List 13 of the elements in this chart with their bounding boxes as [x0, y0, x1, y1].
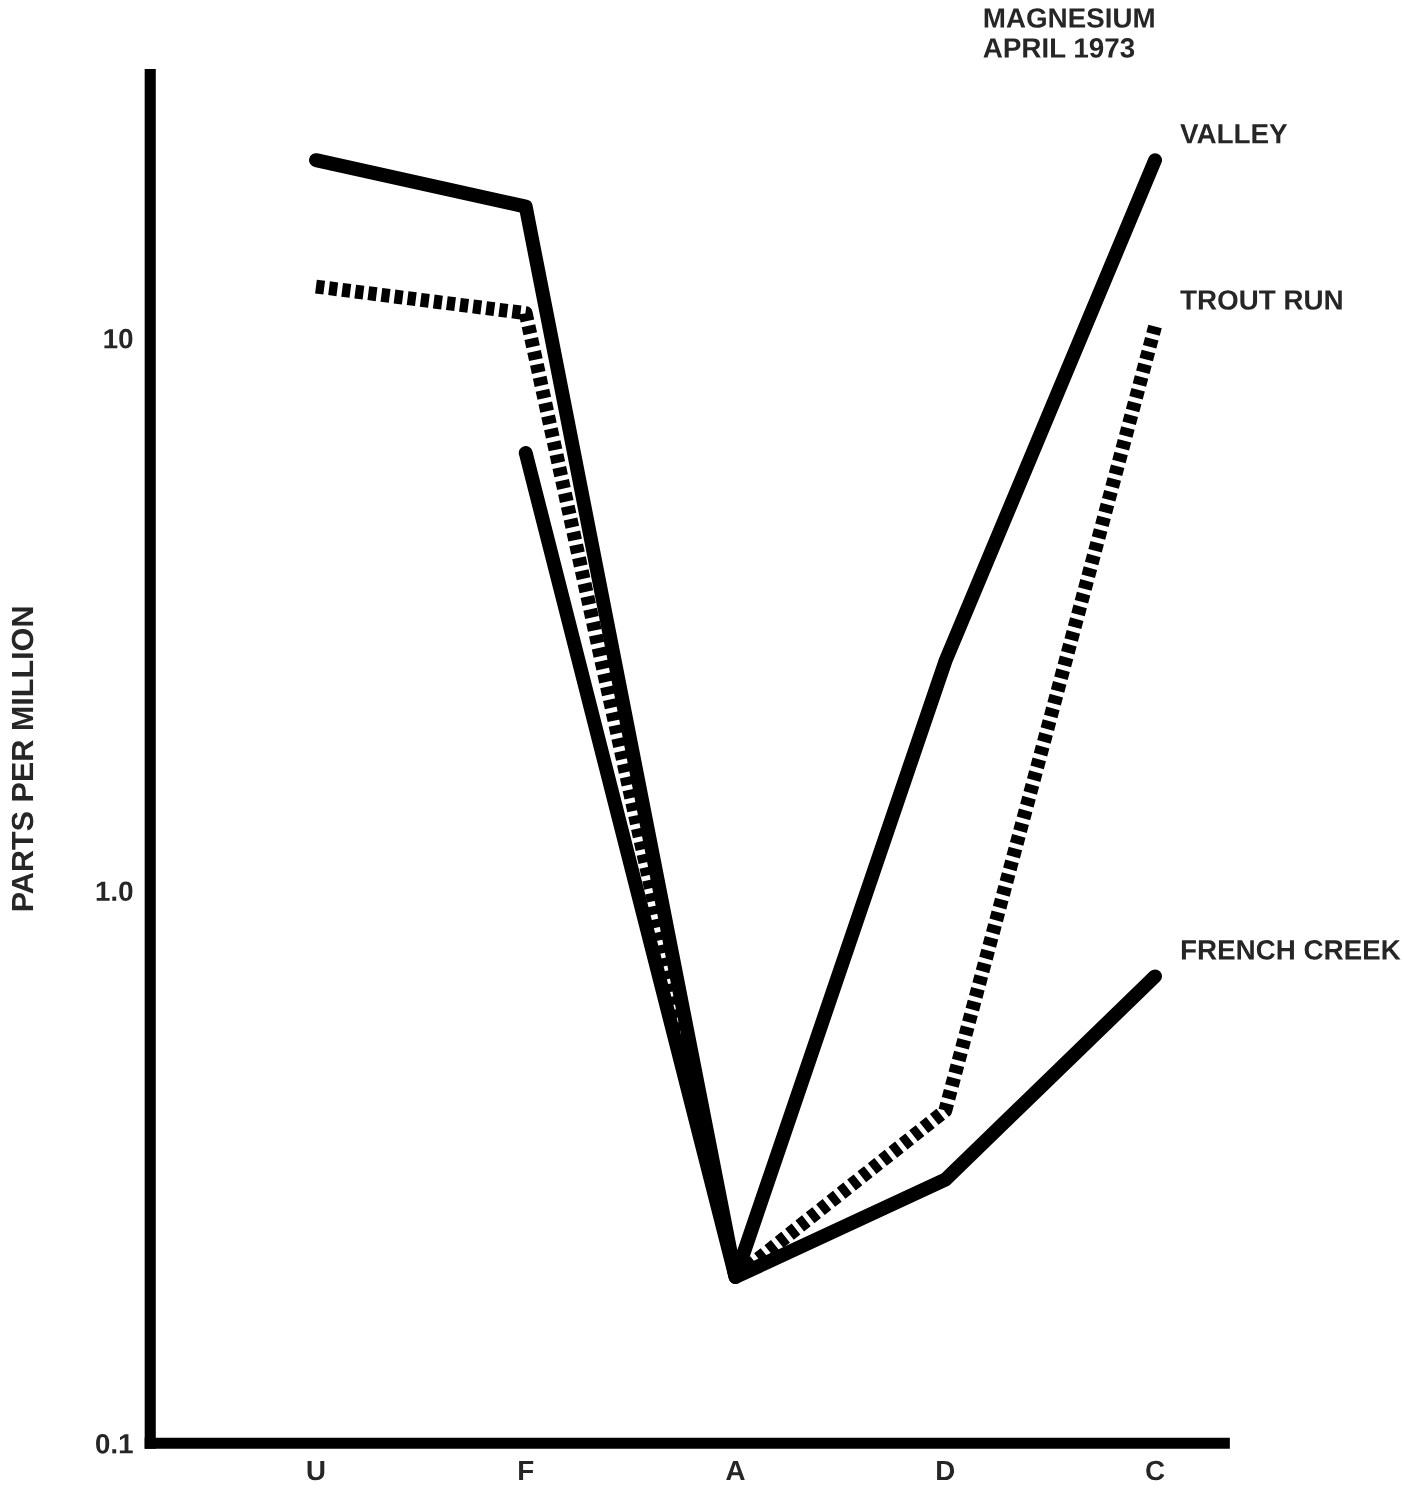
- x-tick-label: A: [726, 1460, 745, 1481]
- y-tick-label: 0.1: [96, 1433, 133, 1454]
- series-label: FRENCH CREEK: [1181, 940, 1401, 960]
- x-tick-label: D: [937, 1460, 955, 1481]
- series-label: VALLEY: [1180, 124, 1288, 144]
- y-axis-title: PARTS PER MILLION: [11, 607, 34, 911]
- x-tick-label: U: [307, 1460, 325, 1481]
- y-tick-label: 1.0: [96, 881, 133, 902]
- series-label: TROUT RUN: [1180, 290, 1342, 310]
- chart-title: MAGNESIUM APRIL 1973: [983, 8, 1154, 58]
- x-tick-label: C: [1146, 1460, 1165, 1481]
- x-tick-label: F: [519, 1460, 534, 1481]
- y-tick-label: 10: [104, 328, 133, 349]
